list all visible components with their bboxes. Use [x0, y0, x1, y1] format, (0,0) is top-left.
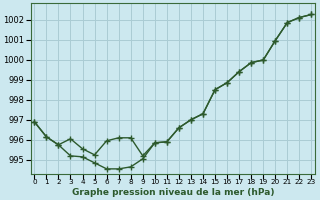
X-axis label: Graphe pression niveau de la mer (hPa): Graphe pression niveau de la mer (hPa): [72, 188, 274, 197]
